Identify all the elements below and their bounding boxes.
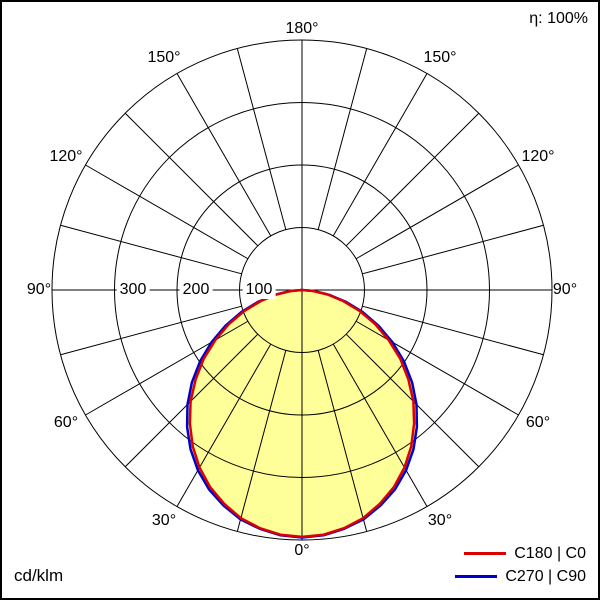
unit-label: cd/klm xyxy=(14,566,64,585)
grid-spoke xyxy=(362,224,544,275)
grid-spoke xyxy=(345,112,480,247)
c90-line-swatch xyxy=(455,575,498,578)
grid-spoke xyxy=(355,320,519,416)
grid-spoke xyxy=(317,48,368,230)
grid-spoke xyxy=(176,343,272,507)
legend: C180 | C0 C270 | C90 xyxy=(455,542,586,588)
angle-label: 120° xyxy=(49,148,83,165)
angle-label: 180° xyxy=(285,20,319,37)
angle-label: 30° xyxy=(151,512,177,529)
grid-spoke xyxy=(85,320,249,416)
legend-row-c90: C270 | C90 xyxy=(455,565,586,588)
angle-label: 90° xyxy=(26,281,52,298)
grid-spoke xyxy=(332,73,428,237)
ring-label: 200 xyxy=(179,281,213,299)
c0-line-swatch xyxy=(464,552,507,555)
grid-spoke xyxy=(60,305,242,356)
curve-C180 | C0 xyxy=(188,288,416,539)
angle-label: 30° xyxy=(427,512,453,529)
grid-spoke xyxy=(60,224,242,275)
grid-spoke xyxy=(355,164,519,260)
grid-spoke xyxy=(85,164,249,260)
angle-label: 150° xyxy=(423,49,457,66)
angle-label: 60° xyxy=(53,414,79,431)
grid-spoke xyxy=(317,350,368,532)
ring-label: 100 xyxy=(242,281,276,299)
grid-spoke xyxy=(176,73,272,237)
legend-row-c0: C180 | C0 xyxy=(455,542,586,565)
angle-label: 90° xyxy=(552,281,578,298)
angle-label: 120° xyxy=(521,148,555,165)
grid-spoke xyxy=(332,343,428,507)
grid-spoke xyxy=(124,112,259,247)
angle-label: 0° xyxy=(294,542,310,559)
angle-label: 150° xyxy=(147,49,181,66)
grid-spoke xyxy=(236,350,287,532)
legend-label-c90: C270 | C90 xyxy=(505,567,586,585)
grid-spoke xyxy=(362,305,544,356)
angle-label: 60° xyxy=(525,414,551,431)
legend-label-c0: C180 | C0 xyxy=(514,544,586,562)
efficiency-label: η: 100% xyxy=(529,10,588,27)
ring-label: 300 xyxy=(116,281,150,299)
grid-spoke xyxy=(236,48,287,230)
